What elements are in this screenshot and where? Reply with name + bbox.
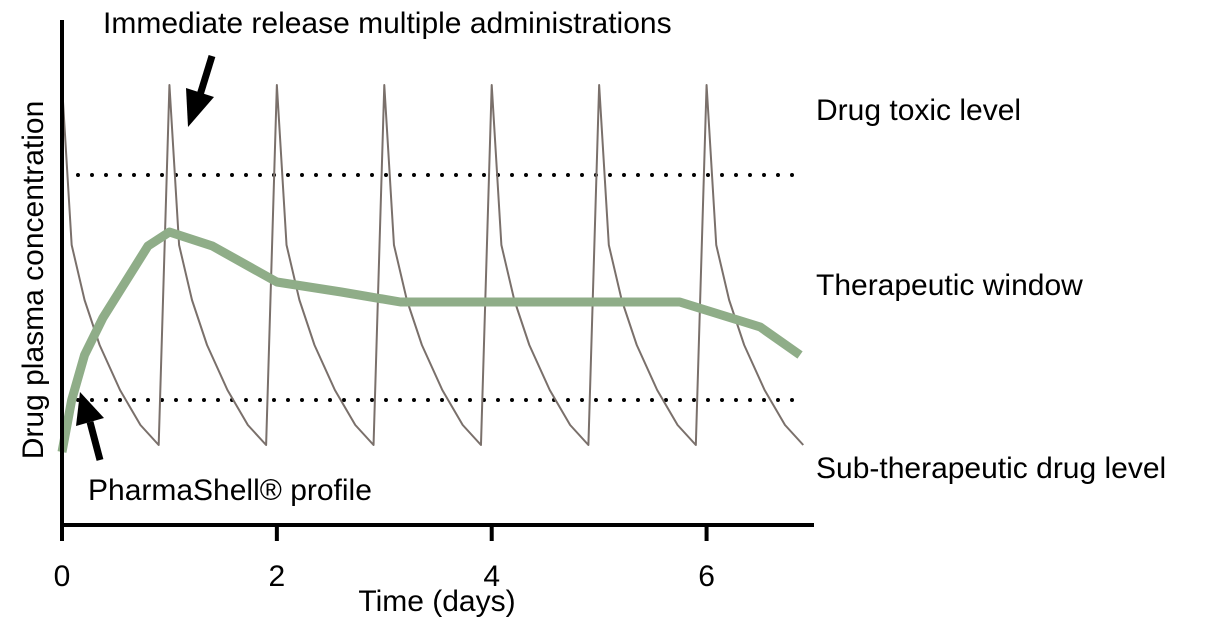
annotation: Drug toxic level bbox=[816, 94, 1021, 127]
x-tick-label: 6 bbox=[698, 560, 715, 593]
series-label: Immediate release multiple administratio… bbox=[103, 7, 672, 40]
x-tick-label: 4 bbox=[483, 560, 500, 593]
x-tick-label: 0 bbox=[54, 560, 71, 593]
arrow bbox=[186, 54, 216, 127]
x-axis-label: Time (days) bbox=[358, 585, 515, 618]
x-tick-label: 2 bbox=[269, 560, 286, 593]
arrow bbox=[76, 392, 104, 461]
series-label: PharmaShell® profile bbox=[88, 474, 372, 507]
annotation: Therapeutic window bbox=[816, 269, 1083, 302]
annotation: Sub-therapeutic drug level bbox=[816, 452, 1166, 485]
series-line bbox=[61, 84, 804, 446]
y-axis-label: Drug plasma concentration bbox=[17, 101, 50, 460]
series-line bbox=[57, 227, 803, 453]
